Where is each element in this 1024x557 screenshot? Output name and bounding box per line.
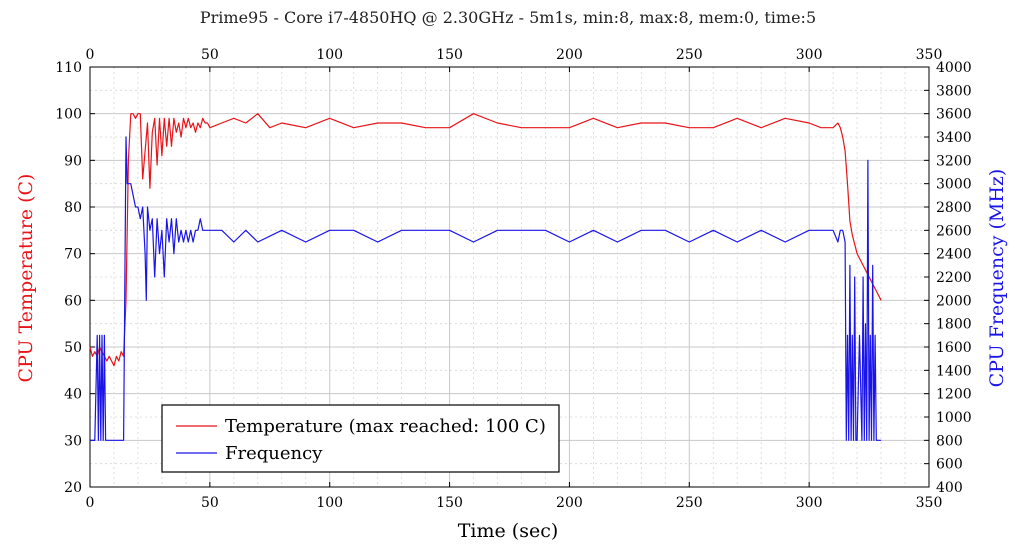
y-left-tick-label: 40 — [64, 387, 82, 403]
y-right-tick-label: 3800 — [936, 83, 972, 99]
y-right-tick-label: 1200 — [936, 387, 972, 403]
y-right-tick-label: 2000 — [936, 293, 972, 309]
y-left-tick-label: 100 — [55, 107, 82, 123]
y-left-tick-label: 60 — [64, 293, 82, 309]
x-tick-label-top: 200 — [556, 47, 583, 63]
y-right-tick-label: 1800 — [936, 317, 972, 333]
x-tick-label-bottom: 150 — [436, 495, 463, 511]
chart-title: Prime95 - Core i7-4850HQ @ 2.30GHz - 5m1… — [200, 8, 816, 27]
y-left-tick-label: 80 — [64, 200, 82, 216]
legend-frequency-label: Frequency — [225, 443, 323, 464]
y-right-tick-label: 800 — [936, 433, 963, 449]
y-right-tick-label: 1600 — [936, 340, 972, 356]
legend-temperature-label: Temperature (max reached: 100 C) — [225, 416, 546, 437]
y-right-tick-label: 3000 — [936, 177, 972, 193]
x-tick-label-top: 150 — [436, 47, 463, 63]
tick-labels: 0 0 50 50 100 100 150 150 200 200 250 250 300 300 350 3… — [55, 47, 971, 511]
y-left-tick-label: 70 — [64, 247, 82, 263]
x-tick-label-bottom: 250 — [676, 495, 703, 511]
x-tick-label-bottom: 350 — [916, 495, 943, 511]
y-right-tick-label: 600 — [936, 457, 963, 473]
y-right-tick-label: 1000 — [936, 410, 972, 426]
y-left-tick-label: 20 — [64, 480, 82, 496]
x-tick-label-top: 250 — [676, 47, 703, 63]
y-right-tick-label: 4000 — [936, 60, 972, 76]
frequency-series-line — [90, 136, 882, 441]
y-right-tick-label: 3400 — [936, 130, 972, 146]
y-right-tick-label: 3600 — [936, 107, 972, 123]
y-right-tick-label: 1400 — [936, 363, 972, 379]
x-tick-label-top: 50 — [201, 47, 219, 63]
temperature-series-line — [89, 113, 882, 367]
x-tick-label-top: 100 — [316, 47, 343, 63]
y-left-tick-label: 90 — [64, 153, 82, 169]
x-tick-label-bottom: 200 — [556, 495, 583, 511]
x-tick-label-bottom: 50 — [201, 495, 219, 511]
y-left-tick-label: 30 — [64, 433, 82, 449]
x-axis-title: Time (sec) — [458, 520, 559, 542]
y-left-tick-label: 50 — [64, 340, 82, 356]
y-left-tick-label: 110 — [55, 60, 82, 76]
y-right-tick-label: 2400 — [936, 247, 972, 263]
series-layer — [89, 113, 882, 441]
x-tick-label-top: 300 — [796, 47, 823, 63]
y-right-tick-label: 2800 — [936, 200, 972, 216]
y-axis-right-title: CPU Frequency (MHz) — [986, 169, 1008, 388]
y-right-tick-label: 3200 — [936, 153, 972, 169]
y-right-tick-label: 2200 — [936, 270, 972, 286]
x-tick-label-bottom: 300 — [796, 495, 823, 511]
x-tick-label-bottom: 0 — [86, 495, 95, 511]
x-tick-label-bottom: 100 — [316, 495, 343, 511]
x-tick-label-top: 0 — [86, 47, 95, 63]
y-right-tick-label: 2600 — [936, 223, 972, 239]
legend-box — [161, 404, 560, 473]
x-tick-label-top: 350 — [916, 47, 943, 63]
y-axis-left-title: CPU Temperature (C) — [15, 174, 37, 383]
tick-marks — [89, 66, 930, 488]
y-right-tick-label: 400 — [936, 480, 963, 496]
legend: Temperature (max reached: 100 C) Frequen… — [161, 404, 560, 473]
